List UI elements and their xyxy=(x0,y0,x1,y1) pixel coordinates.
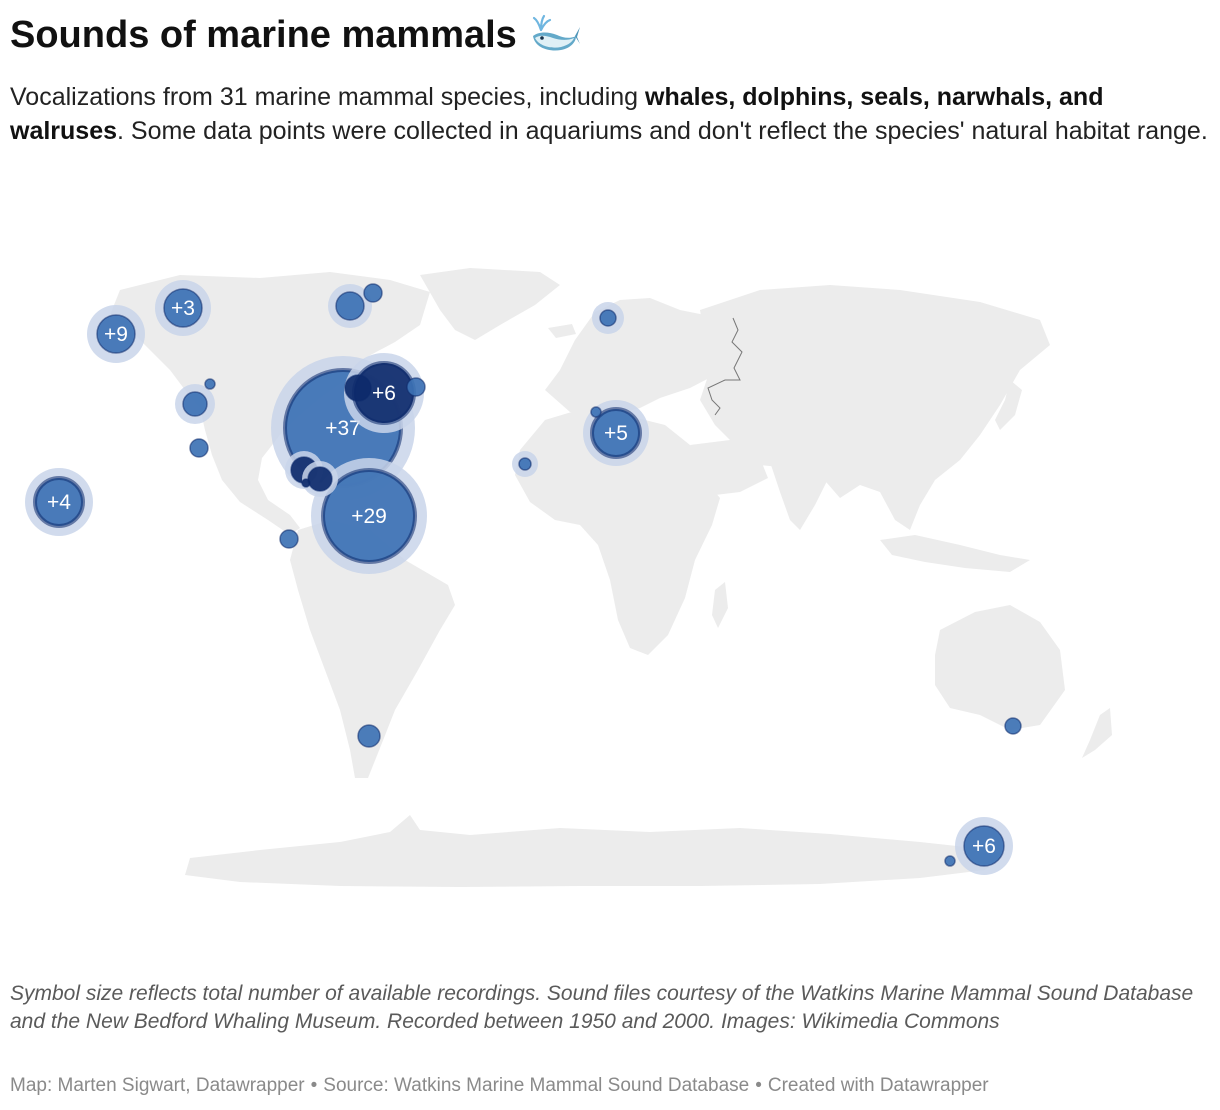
land-iceland xyxy=(548,324,576,338)
footer-separator: • xyxy=(755,1075,762,1096)
chart-title: Sounds of marine mammals xyxy=(10,12,581,58)
world-map: +37 +29 +6 +9 +3 +4 +5 +6 xyxy=(0,230,1220,930)
recording-cluster-hawaii[interactable]: +4 xyxy=(25,468,93,536)
marker-circle xyxy=(279,529,299,549)
marker-circle xyxy=(944,855,956,867)
marker-circle xyxy=(163,288,203,328)
recording-cluster-bering[interactable]: +9 xyxy=(87,305,145,363)
border-line xyxy=(707,317,743,416)
recording-site-marker[interactable] xyxy=(512,451,538,477)
land-madagascar xyxy=(712,582,728,628)
recording-cluster-gulf_of_alaska[interactable]: +3 xyxy=(155,280,211,336)
marker-circle xyxy=(963,825,1005,867)
cluster-count-label: +6 xyxy=(372,382,396,405)
recording-site-marker[interactable] xyxy=(363,283,383,303)
land-antarctica xyxy=(185,815,1005,887)
recording-site-marker[interactable] xyxy=(189,438,209,458)
marker-circle xyxy=(96,314,136,354)
marker-circle xyxy=(599,309,617,327)
land-new-zealand xyxy=(1082,708,1112,758)
marker-circle xyxy=(590,406,602,418)
marker-circle xyxy=(335,291,365,321)
land-arabia xyxy=(690,440,768,495)
recording-site-marker[interactable] xyxy=(590,406,602,418)
recording-cluster-antarctica[interactable]: +6 xyxy=(955,817,1013,875)
cluster-count-label: +5 xyxy=(604,422,628,445)
land-asia xyxy=(700,285,1050,530)
land-india xyxy=(770,458,830,530)
recording-site-marker[interactable] xyxy=(279,529,299,549)
subtitle-lead: Vocalizations from 31 marine mammal spec… xyxy=(10,83,645,111)
world-map-svg: +37 +29 +6 +9 +3 +4 +5 +6 xyxy=(25,268,1112,887)
subtitle-species-list: whales, dolphins, seals, narwhals, and w… xyxy=(10,83,1104,145)
recording-site-marker[interactable] xyxy=(175,384,215,424)
land-africa xyxy=(515,408,720,655)
marker-circle xyxy=(321,468,417,564)
recording-site-marker[interactable] xyxy=(592,302,624,334)
marker-circle xyxy=(357,724,381,748)
recording-site-marker[interactable] xyxy=(944,855,956,867)
recording-markers: +37 +29 +6 +9 +3 +4 +5 +6 xyxy=(25,280,1022,875)
marker-circle xyxy=(363,283,383,303)
land-uk xyxy=(578,348,596,382)
cluster-count-label: +6 xyxy=(972,835,996,858)
recording-site-marker[interactable] xyxy=(301,478,311,488)
footer-created-with: Created with Datawrapper xyxy=(767,1075,989,1096)
footer-separator: • xyxy=(310,1075,318,1096)
land-greenland xyxy=(420,268,560,340)
footer-source: Source: Watkins Marine Mammal Sound Data… xyxy=(323,1075,750,1096)
marker-circle xyxy=(406,377,426,397)
chart-subtitle: Vocalizations from 31 marine mammal spec… xyxy=(10,80,1210,148)
spouting-whale-icon xyxy=(529,14,581,56)
marker-circle xyxy=(344,374,372,402)
land-europe xyxy=(545,298,730,415)
land-australia xyxy=(935,605,1065,730)
recording-cluster-caribbean[interactable]: +29 xyxy=(311,458,427,574)
cluster-count-label: +37 xyxy=(325,417,361,440)
recording-site-marker[interactable] xyxy=(204,378,216,390)
footer-map-credit: Map: Marten Sigwart, Datawrapper xyxy=(10,1075,305,1096)
marker-circle xyxy=(590,407,642,459)
marker-circle xyxy=(33,476,85,528)
recording-cluster-nova_scotia[interactable]: +6 xyxy=(344,353,424,433)
marker-circle xyxy=(204,378,216,390)
cluster-count-label: +9 xyxy=(104,323,128,346)
marker-circle xyxy=(189,438,209,458)
recording-site-marker[interactable] xyxy=(344,374,372,402)
recording-site-marker[interactable] xyxy=(357,724,381,748)
cluster-count-label: +29 xyxy=(351,505,387,528)
recording-site-marker[interactable] xyxy=(1004,717,1022,735)
land-japan xyxy=(995,380,1022,430)
recording-site-marker[interactable] xyxy=(406,377,426,397)
cluster-count-label: +4 xyxy=(47,491,71,514)
recording-site-marker[interactable] xyxy=(328,284,372,328)
title-text: Sounds of marine mammals xyxy=(10,14,517,56)
chart-notes: Symbol size reflects total number of ava… xyxy=(10,982,1194,1033)
land-indonesia xyxy=(880,535,1030,572)
marker-circle xyxy=(307,466,333,492)
subtitle-rest: . Some data points were collected in aqu… xyxy=(117,117,1208,145)
cluster-count-label: +3 xyxy=(171,297,195,320)
chart-footer: Map: Marten Sigwart, Datawrapper • Source:… xyxy=(10,1074,989,1098)
land-south-america xyxy=(290,520,455,778)
marker-circle xyxy=(182,391,208,417)
marker-circle xyxy=(518,457,532,471)
marker-circle xyxy=(1004,717,1022,735)
land-masses xyxy=(110,268,1112,887)
marker-circle xyxy=(301,478,311,488)
land-north-america xyxy=(110,272,430,535)
